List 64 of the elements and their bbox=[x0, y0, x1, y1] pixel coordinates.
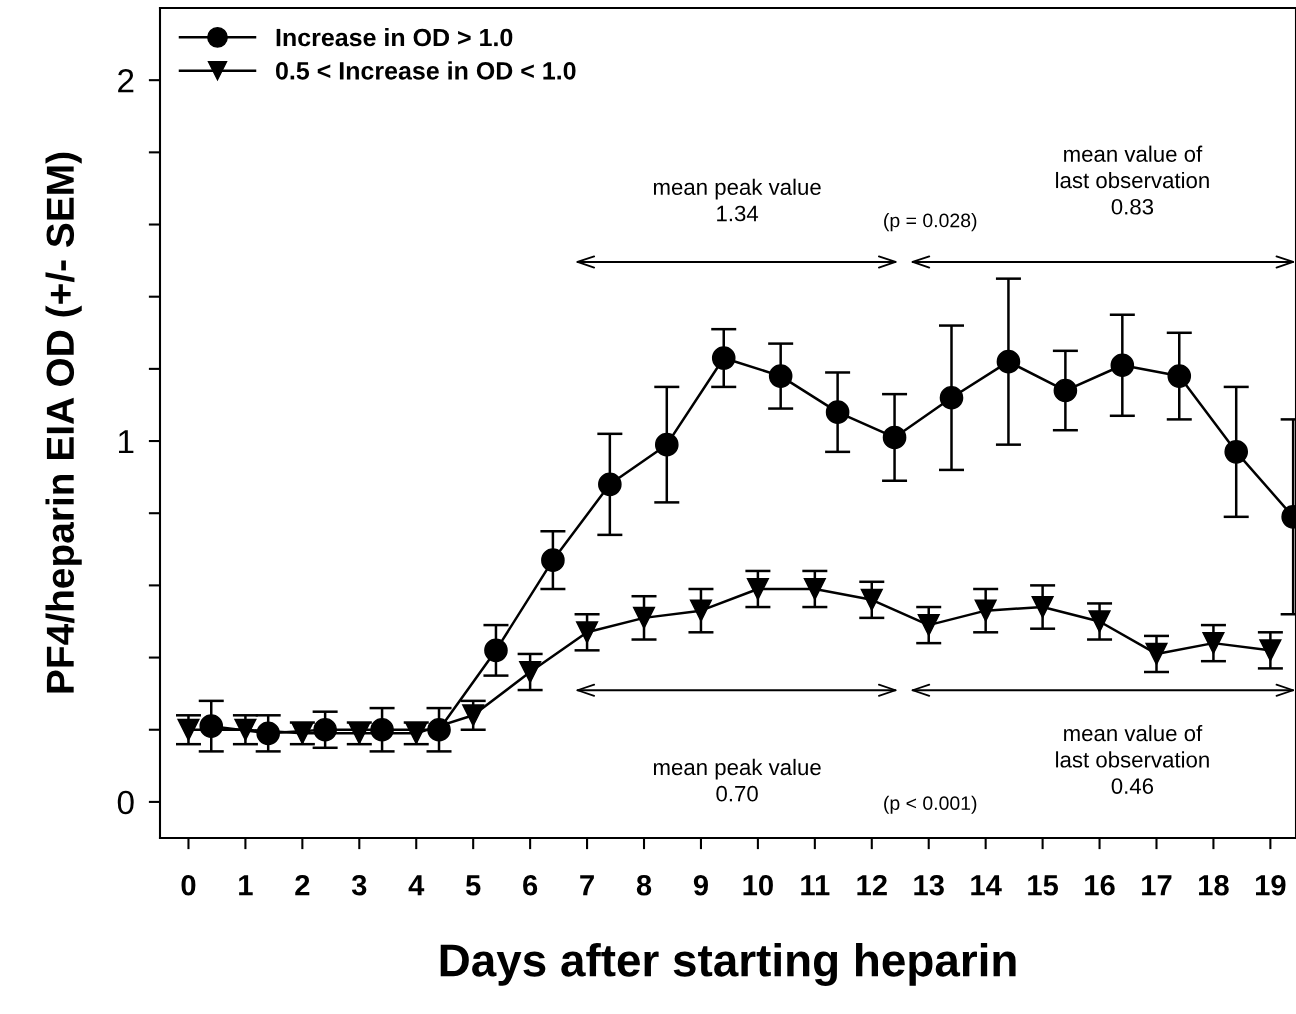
point bbox=[484, 638, 508, 663]
point bbox=[1167, 364, 1192, 388]
x-tick-label: 1 bbox=[239, 875, 253, 896]
x-tick-label: 7 bbox=[580, 875, 594, 896]
point bbox=[768, 364, 793, 388]
x-tick-label: 0 bbox=[181, 874, 196, 896]
x-tick-label: 2 bbox=[295, 874, 310, 896]
point bbox=[632, 606, 656, 629]
point bbox=[1088, 610, 1111, 633]
point bbox=[1259, 639, 1282, 662]
point bbox=[825, 400, 850, 424]
x-axis-title: Days after starting heparin bbox=[440, 942, 1016, 986]
legend-label: Increase in OD > 1.0 bbox=[276, 28, 513, 47]
annotation: mean value of last observation 0.83 bbox=[1056, 145, 1209, 215]
point bbox=[177, 718, 200, 741]
legend-label: 0.5 < Increase in OD < 1.0 bbox=[275, 61, 576, 80]
point bbox=[462, 704, 485, 727]
point bbox=[860, 588, 883, 611]
x-tick-label: 3 bbox=[351, 874, 367, 896]
point bbox=[689, 599, 713, 622]
point bbox=[746, 577, 770, 601]
y-axis-title: PF4/heparin EIA OD (+/- SEM) bbox=[45, 152, 82, 693]
x-tick-label: 10 bbox=[743, 874, 773, 896]
x-tick-label: 4 bbox=[408, 875, 425, 896]
point bbox=[234, 718, 257, 741]
x-tick-label: 14 bbox=[971, 875, 1002, 896]
point bbox=[654, 432, 679, 457]
x-tick-label: 11 bbox=[801, 875, 830, 896]
x-tick-label: 15 bbox=[1028, 875, 1059, 896]
point bbox=[711, 346, 736, 370]
x-tick-label: 19 bbox=[1255, 874, 1286, 896]
x-tick-label: 17 bbox=[1142, 875, 1172, 896]
annotation: (p = 0.028) bbox=[884, 213, 977, 232]
point bbox=[1031, 595, 1054, 619]
x-tick-label: 13 bbox=[914, 874, 944, 896]
annotation: mean peak value 1.34 bbox=[653, 178, 821, 222]
annotation: mean peak value 0.70 bbox=[653, 758, 821, 802]
annotation: (p < 0.001) bbox=[884, 795, 977, 814]
point bbox=[917, 613, 940, 637]
point bbox=[519, 660, 542, 684]
x-tick-label: 6 bbox=[523, 874, 538, 896]
point bbox=[882, 425, 907, 450]
point bbox=[598, 472, 622, 497]
x-tick-label: 12 bbox=[857, 874, 887, 896]
y-tick-label: 0 bbox=[117, 790, 134, 815]
point bbox=[996, 349, 1021, 374]
point bbox=[1110, 353, 1135, 378]
point bbox=[1202, 632, 1225, 655]
point bbox=[1224, 440, 1249, 464]
x-tick-label: 9 bbox=[693, 874, 708, 896]
x-tick-label: 18 bbox=[1199, 874, 1229, 896]
annotation: mean value of last observation 0.46 bbox=[1056, 724, 1209, 794]
x-tick-label: 5 bbox=[465, 875, 481, 896]
x-tick-label: 16 bbox=[1085, 874, 1115, 896]
point bbox=[1145, 642, 1168, 666]
point bbox=[575, 621, 599, 644]
x-tick-label: 8 bbox=[636, 874, 652, 896]
point bbox=[803, 577, 826, 601]
point bbox=[939, 385, 964, 410]
point bbox=[1053, 378, 1078, 403]
y-tick-label: 2 bbox=[118, 68, 134, 93]
point bbox=[541, 548, 565, 572]
y-tick-label: 1 bbox=[119, 430, 134, 454]
point bbox=[974, 599, 997, 622]
